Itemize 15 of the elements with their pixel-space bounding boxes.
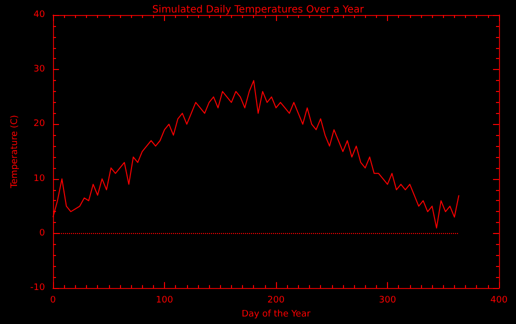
x-axis-title: Day of the Year (242, 310, 311, 320)
y-tick-label: 40 (34, 10, 46, 20)
y-tick-label: 0 (39, 228, 46, 238)
chart-title: Simulated Daily Temperatures Over a Year (152, 4, 365, 16)
x-tick-label: 300 (378, 296, 396, 306)
x-tick-label: 100 (156, 296, 174, 306)
y-tick-label: 10 (34, 174, 46, 184)
y-tick-label: 20 (34, 119, 46, 130)
line-series (52, 80, 460, 229)
y-axis-title: Temperature (C) (10, 114, 20, 190)
x-tick-label: 200 (267, 296, 285, 306)
x-tick-label: 0 (50, 296, 56, 306)
y-tick-label: -10 (30, 283, 46, 294)
x-tick-label: 400 (490, 296, 508, 306)
y-tick-label: 30 (34, 64, 46, 75)
